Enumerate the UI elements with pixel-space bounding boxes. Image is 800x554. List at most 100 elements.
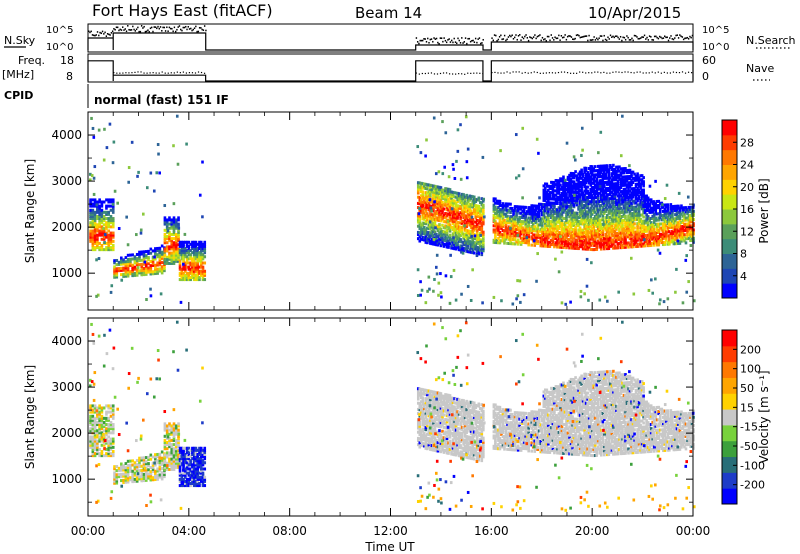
power-cell — [651, 210, 655, 214]
power-cell — [459, 248, 462, 252]
power-cell — [628, 189, 632, 193]
power-cell — [604, 187, 608, 191]
power-cell — [194, 275, 198, 279]
power-cell — [601, 201, 605, 205]
power-cell — [686, 210, 689, 214]
power-cell — [185, 278, 189, 282]
power-cell — [618, 177, 621, 181]
power-cell — [589, 167, 592, 171]
nave-point — [609, 72, 611, 74]
power-cell — [628, 243, 632, 247]
power-cell — [599, 193, 603, 197]
power-cell — [93, 229, 97, 233]
power-cell — [657, 230, 661, 234]
noise-point — [458, 39, 460, 42]
power-cell — [447, 200, 450, 204]
power-cell — [472, 226, 476, 230]
power-cell — [196, 251, 199, 255]
power-cell — [441, 207, 444, 211]
power-cell — [531, 204, 535, 208]
power-cell — [451, 221, 455, 225]
power-cell — [507, 241, 511, 245]
power-cell — [636, 211, 639, 215]
power-cell — [571, 223, 574, 227]
power-cell — [648, 225, 651, 229]
power-scatter — [459, 177, 463, 181]
power-cell — [98, 231, 101, 235]
power-cell — [482, 203, 485, 207]
power-cell — [589, 216, 592, 220]
power-cell — [91, 223, 95, 227]
power-cell — [683, 216, 686, 220]
nave-point — [539, 72, 541, 74]
power-cell — [692, 240, 695, 244]
power-cell — [516, 228, 520, 232]
power-cell — [427, 237, 431, 241]
power-cell — [609, 230, 612, 234]
nave-point — [548, 72, 551, 74]
power-cell — [645, 198, 648, 202]
power-cell — [559, 237, 562, 241]
power-cell — [648, 237, 651, 241]
power-cell — [562, 175, 565, 179]
power-cell — [622, 245, 626, 249]
power-cell — [578, 238, 582, 242]
noise-point — [565, 38, 568, 41]
power-cell — [478, 225, 482, 229]
power-cell — [436, 243, 440, 247]
power-cell — [109, 231, 113, 235]
power-cell — [607, 232, 611, 236]
power-cell — [168, 251, 171, 255]
power-cell — [655, 218, 659, 222]
noise-point — [466, 42, 468, 45]
power-cell — [113, 275, 116, 279]
power-cell — [445, 199, 449, 203]
power-cell — [534, 227, 538, 231]
power-cell — [577, 178, 580, 182]
power-cell — [630, 220, 633, 224]
power-cell — [465, 245, 468, 249]
power-cell — [530, 224, 534, 228]
power-cell — [432, 186, 435, 190]
power-cell — [640, 190, 644, 194]
power-cell — [494, 232, 497, 236]
power-cell — [651, 202, 655, 206]
power-cell — [542, 232, 546, 236]
power-cell — [633, 243, 636, 247]
power-cell — [469, 221, 473, 225]
power-cell — [509, 217, 512, 221]
power-cell — [569, 202, 573, 206]
power-cell — [545, 203, 549, 207]
power-cell — [692, 238, 695, 242]
power-cell — [580, 228, 583, 232]
power-cell — [581, 179, 585, 183]
power-cell — [435, 218, 438, 222]
power-cell — [613, 246, 617, 250]
power-cell — [615, 190, 618, 194]
power-cell — [478, 238, 482, 242]
power-cell — [606, 187, 609, 191]
power-cell — [619, 202, 623, 206]
noise-point — [201, 28, 203, 31]
power-cell — [599, 210, 603, 214]
power-cell — [444, 195, 447, 199]
power-cell — [646, 244, 650, 248]
power-cell — [540, 221, 544, 225]
power-cell — [589, 243, 592, 247]
nave-point — [554, 72, 557, 74]
power-cell — [536, 239, 540, 243]
power-cell — [201, 249, 205, 253]
noise-point — [418, 42, 420, 45]
noise-point — [507, 36, 510, 38]
power-cell — [587, 235, 591, 239]
power-cell — [107, 235, 111, 239]
power-cell — [478, 211, 482, 215]
power-cell — [587, 231, 591, 235]
power-cell — [554, 222, 558, 226]
power-cell — [444, 232, 447, 236]
power-cell — [512, 234, 515, 238]
power-cell — [178, 265, 182, 269]
power-cell — [565, 244, 568, 248]
power-cell — [592, 175, 596, 179]
power-cell — [138, 258, 141, 262]
